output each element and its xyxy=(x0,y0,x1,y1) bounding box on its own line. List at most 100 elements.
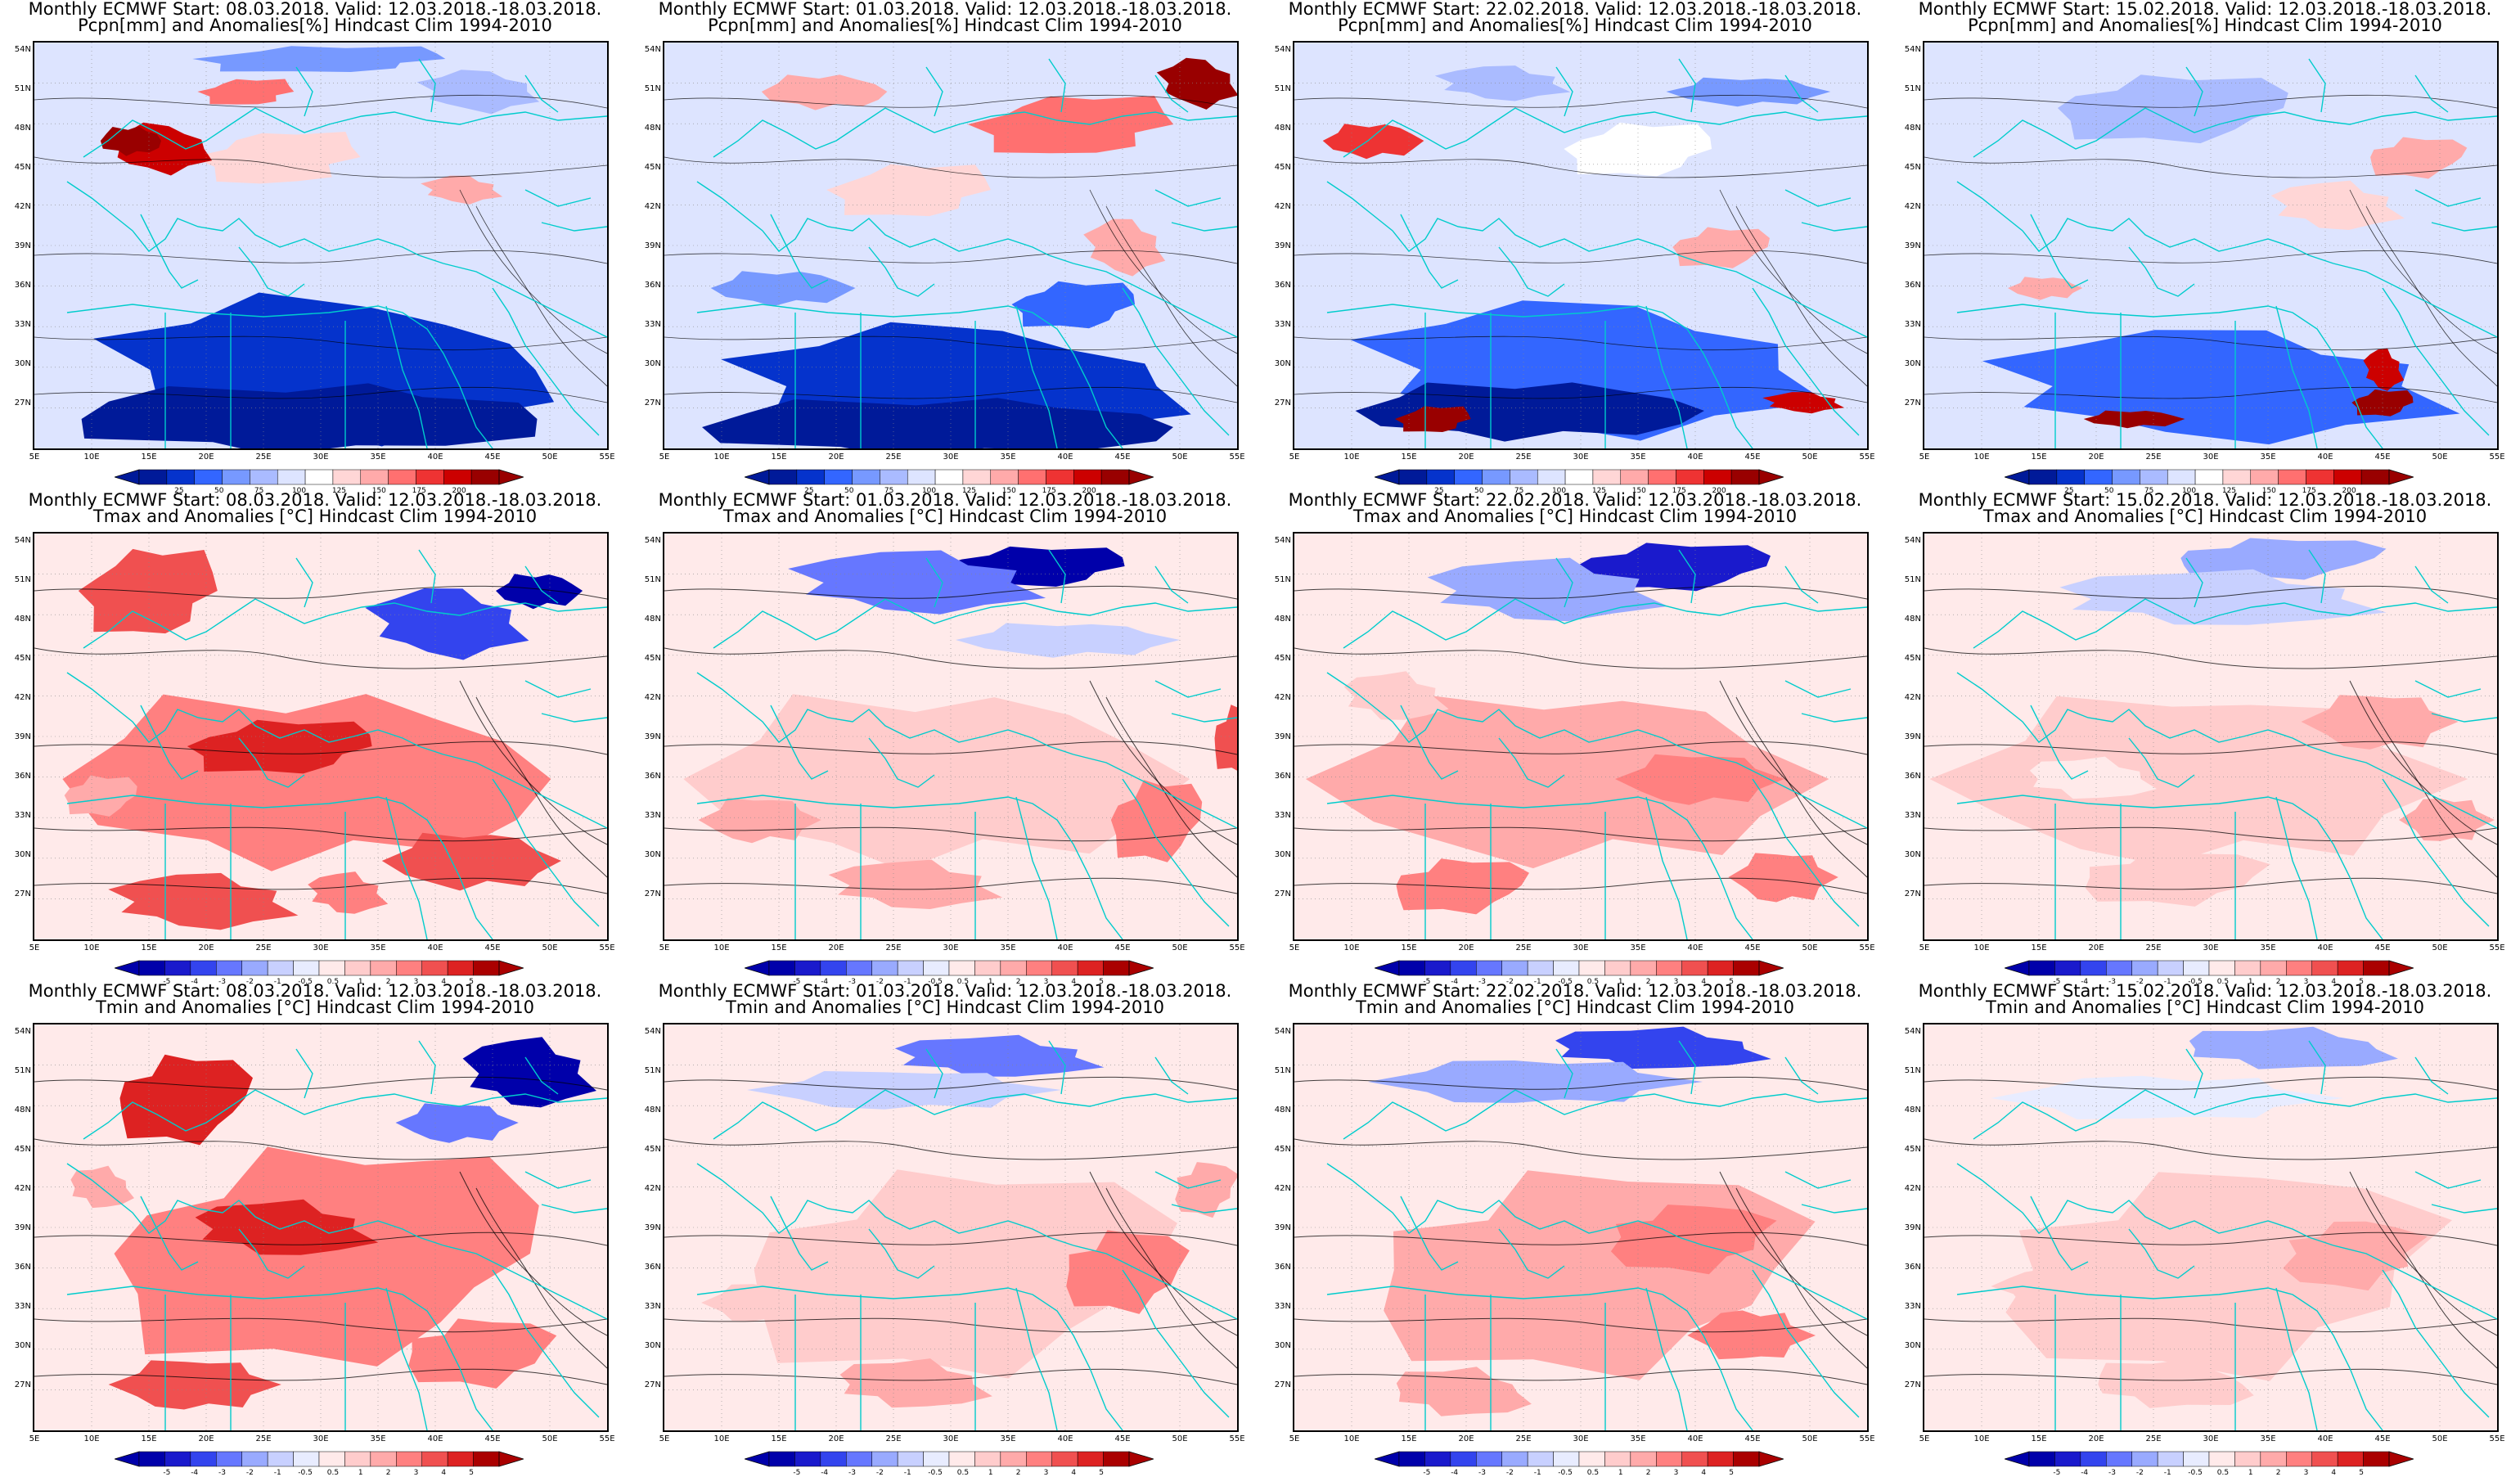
coastline xyxy=(2431,222,2497,232)
lat-tick-label: 51N xyxy=(14,84,31,93)
contour-line xyxy=(664,156,1237,178)
contour-line xyxy=(1924,250,2497,264)
colorbar-swatch xyxy=(1604,960,1631,976)
colorbar-tick-label: 125 xyxy=(2221,487,2237,495)
lat-tick-label: 45N xyxy=(644,1145,661,1154)
lat-tick-label: 42N xyxy=(1274,693,1291,702)
contour-line xyxy=(1294,335,1867,351)
colorbar-swatch xyxy=(1476,1451,1502,1467)
anomaly-region xyxy=(191,132,361,184)
colorbar-swatch xyxy=(293,1451,320,1467)
lat-tick-label: 45N xyxy=(1904,654,1921,663)
lon-tick-label: 20E xyxy=(1458,943,1474,952)
colorbar-tick-label: -4 xyxy=(821,978,829,986)
lon-tick-label: 50E xyxy=(1802,943,1818,952)
lon-tick-label: 30E xyxy=(1573,453,1589,462)
lon-tick-label: 35E xyxy=(2260,453,2276,462)
panel-title: Monthly ECMWF Start: 15.02.2018. Valid: … xyxy=(1918,981,2492,1001)
colorbar-high-arrow xyxy=(1758,960,1784,976)
lon-tick-label: 15E xyxy=(2031,453,2047,462)
contour-line xyxy=(1294,1138,1867,1160)
colorbar-swatch xyxy=(768,960,795,976)
contour-line xyxy=(1294,156,1867,178)
panel-variable-title: Tmin and Anomalies [°C] Hindcast Clim 19… xyxy=(95,997,535,1017)
lat-tick-label: 30N xyxy=(644,359,661,368)
colorbar-swatch xyxy=(1553,1451,1580,1467)
map-plot xyxy=(1923,41,2499,450)
lat-tick-label: 39N xyxy=(1904,1223,1921,1232)
lat-tick-label: 51N xyxy=(14,575,31,584)
contour-line xyxy=(664,386,1237,403)
panel-title: Monthly ECMWF Start: 08.03.2018. Valid: … xyxy=(28,981,602,1001)
lon-tick-label: 35E xyxy=(370,453,386,462)
colorbar-swatch xyxy=(318,1451,345,1467)
panel-title: Monthly ECMWF Start: 22.02.2018. Valid: … xyxy=(1288,490,1862,510)
coastline xyxy=(1973,107,2497,158)
coastline xyxy=(1555,1048,1573,1099)
lat-tick-label: 51N xyxy=(1274,575,1291,584)
colorbar-swatch xyxy=(318,960,345,976)
lat-tick-label: 54N xyxy=(1904,1027,1921,1036)
colorbar-swatch xyxy=(768,1451,795,1467)
lat-tick-label: 42N xyxy=(1904,693,1921,702)
panel-variable-title: Pcpn[mm] and Anomalies[%] Hindcast Clim … xyxy=(1968,16,2442,35)
panel-title: Monthly ECMWF Start: 01.03.2018. Valid: … xyxy=(658,0,1232,19)
anomaly-region xyxy=(839,1358,992,1408)
lat-tick-label: 45N xyxy=(1274,654,1291,663)
colorbar-tick-label: 4 xyxy=(1071,1469,1077,1477)
colorbar-swatch xyxy=(923,960,950,976)
anomaly-region xyxy=(1083,218,1166,277)
contour-line xyxy=(34,1317,607,1333)
lon-tick-label: 30E xyxy=(1573,1434,1589,1443)
colorbar-low-arrow xyxy=(2005,469,2030,485)
colorbar xyxy=(2005,468,2414,486)
contour-line xyxy=(664,335,1237,351)
colorbar-tick-label: 5 xyxy=(1729,1469,1734,1477)
colorbar-tick-label: 175 xyxy=(1042,487,1056,495)
lat-tick-label: 42N xyxy=(14,202,31,211)
contour-line xyxy=(664,877,1237,894)
coastline xyxy=(1973,598,2497,649)
lon-tick-label: 45E xyxy=(484,453,501,462)
colorbar-low-arrow xyxy=(745,1451,770,1467)
lat-tick-label: 48N xyxy=(1904,1105,1921,1115)
colorbar-swatch xyxy=(190,960,217,976)
coastline xyxy=(1326,795,1753,939)
panel-variable-title: Pcpn[mm] and Anomalies[%] Hindcast Clim … xyxy=(78,16,552,35)
lon-tick-label: 10E xyxy=(1343,1434,1360,1443)
anomaly-region xyxy=(64,775,137,817)
coastline xyxy=(66,1163,444,1246)
anomaly-map xyxy=(1294,43,1867,448)
coastline xyxy=(1343,598,1867,649)
lat-tick-label: 48N xyxy=(1274,615,1291,624)
colorbar-swatch xyxy=(2054,1451,2081,1467)
coastline xyxy=(2030,214,2089,289)
anomaly-region xyxy=(192,46,446,72)
anomaly-map xyxy=(664,43,1237,448)
lon-tick-label: 40E xyxy=(1687,943,1703,952)
lat-tick-label: 45N xyxy=(1904,163,1921,172)
colorbar-tick-label: -5 xyxy=(793,978,801,986)
coastline xyxy=(713,598,1237,649)
colorbar-tick-label: 5 xyxy=(469,1469,474,1477)
colorbar-tick-label: 3 xyxy=(1673,978,1679,986)
colorbar-tick-label: 75 xyxy=(884,487,894,495)
colorbar-swatch xyxy=(2131,1451,2158,1467)
coastline xyxy=(1801,222,1867,232)
contour-line xyxy=(34,335,607,351)
lat-tick-label: 39N xyxy=(644,732,661,741)
lon-tick-label: 25E xyxy=(2145,453,2162,462)
coastline xyxy=(2382,778,2490,927)
colorbar-swatch xyxy=(1630,960,1657,976)
contour-line xyxy=(1924,585,2497,600)
colorbar-swatch xyxy=(360,469,389,485)
coastline xyxy=(2030,705,2089,780)
colorbar xyxy=(1375,1450,1784,1468)
contour-line xyxy=(1924,335,2497,351)
lon-tick-label: 20E xyxy=(198,943,214,952)
lat-tick-label: 51N xyxy=(1904,1066,1921,1075)
lon-tick-label: 40E xyxy=(1057,453,1073,462)
coastline xyxy=(2308,58,2326,113)
contour-line xyxy=(1924,647,2497,669)
colorbar-swatch xyxy=(2080,960,2107,976)
